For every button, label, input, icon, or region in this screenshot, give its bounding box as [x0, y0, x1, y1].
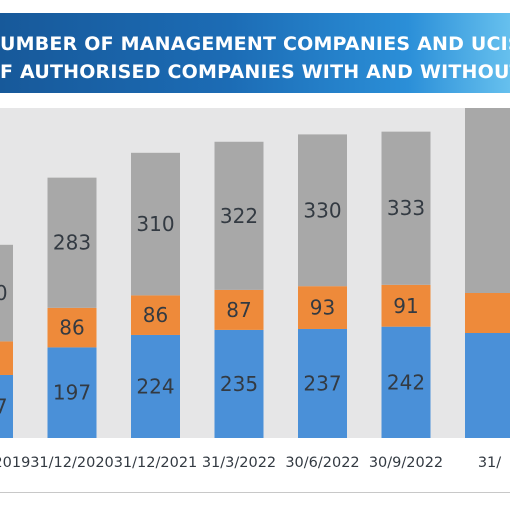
data-label-bottom-0: 137	[0, 394, 8, 418]
data-label-bottom-5: 242	[387, 370, 425, 394]
data-label-bottom-4: 237	[303, 371, 341, 395]
stacked-bar-chart: 137 73 210 31/12/2019 197 86 283 31/12/2020 224 8…	[0, 108, 510, 471]
data-label-top-4: 330	[303, 198, 341, 222]
data-label-bottom-2: 224	[136, 374, 174, 398]
data-label-top-1: 283	[53, 231, 91, 255]
bar-bottom-3	[214, 329, 264, 438]
x-tick-label-4: 30/6/2022	[285, 455, 359, 471]
x-tick-label-0: 31/12/2019	[0, 455, 30, 471]
bar-top-1	[47, 177, 97, 308]
data-label-middle-3: 87	[226, 298, 251, 322]
data-label-middle-4: 93	[310, 296, 335, 320]
bar-bottom-4	[298, 328, 347, 438]
bar-bottom-5	[381, 326, 431, 438]
bar-top-0	[0, 244, 13, 342]
data-label-middle-5: 91	[393, 294, 418, 318]
title-banner: UMBER OF MANAGEMENT COMPANIES AND UCIS F…	[0, 13, 510, 93]
data-label-middle-1: 86	[59, 316, 84, 340]
bar-middle-2	[131, 295, 180, 335]
data-label-middle-0: 73	[0, 346, 1, 370]
data-label-middle-2: 86	[143, 303, 168, 327]
x-tick-label-5: 30/9/2022	[369, 455, 443, 471]
data-label-bottom-1: 197	[53, 381, 91, 405]
data-label-top-2: 310	[136, 212, 174, 236]
bar-bottom-6	[465, 333, 510, 438]
bar-middle-5	[381, 284, 431, 327]
x-tick-label-1: 31/12/2020	[30, 455, 114, 471]
bar-bottom-2	[131, 334, 180, 438]
bottom-divider	[0, 492, 510, 493]
bar-middle-6	[465, 293, 510, 333]
bar-middle-4	[298, 286, 347, 329]
bar-top-4	[298, 134, 347, 287]
bar-bottom-0	[0, 374, 13, 438]
data-label-top-5: 333	[387, 196, 425, 220]
x-tick-label-2: 31/12/2021	[114, 455, 198, 471]
data-label-top-3: 322	[220, 204, 258, 228]
bar-bottom-1	[47, 347, 97, 438]
chart-title-line-1: UMBER OF MANAGEMENT COMPANIES AND UCIS	[0, 33, 510, 55]
bar-middle-1	[47, 307, 97, 348]
chart-title-line-2: F AUTHORISED COMPANIES WITH AND WITHOUT	[0, 61, 510, 83]
x-tick-label-3: 31/3/2022	[202, 455, 276, 471]
bar-top-3	[214, 141, 264, 290]
bar-middle-3	[214, 289, 264, 330]
bar-top-2	[131, 152, 180, 296]
bar-top-6	[465, 108, 510, 293]
x-tick-label-6: 31/	[478, 455, 501, 471]
bar-top-5	[381, 131, 431, 285]
bar-middle-0	[0, 341, 13, 375]
data-label-bottom-3: 235	[220, 372, 258, 396]
data-label-top-0: 210	[0, 281, 8, 305]
